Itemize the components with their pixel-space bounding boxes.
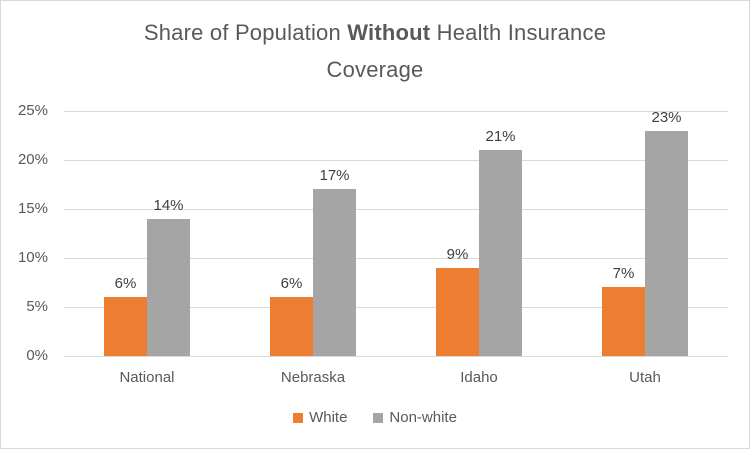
data-label-non-white-national: 14%: [153, 196, 184, 214]
data-label-white-national: 6%: [114, 275, 137, 293]
data-label-non-white-utah: 23%: [651, 108, 682, 126]
legend-label-white: White: [309, 409, 348, 426]
data-label-non-white-idaho: 21%: [485, 128, 516, 146]
y-tick-label-10-: 10%: [17, 249, 48, 266]
data-label-white-utah: 7%: [612, 265, 635, 283]
bar-non-white-national: [147, 218, 190, 356]
bar-non-white-utah: [645, 130, 688, 356]
y-tick-label-15-: 15%: [17, 200, 48, 217]
chart-title-line2: Coverage: [326, 57, 424, 82]
bar-white-idaho: [436, 267, 479, 356]
y-tick-label-0-: 0%: [26, 347, 48, 364]
chart-title-bold-word: Without: [347, 20, 431, 45]
data-label-white-idaho: 9%: [446, 245, 469, 263]
y-tick-label-5-: 5%: [26, 298, 48, 315]
bar-white-nebraska: [270, 297, 313, 356]
bar-white-utah: [602, 287, 645, 356]
legend-swatch-white: [293, 412, 304, 423]
data-label-white-nebraska: 6%: [280, 275, 303, 293]
bar-non-white-idaho: [479, 150, 522, 356]
gridline-5-: [64, 307, 728, 308]
chart-title-line1: Share of Population Without Health Insur…: [1, 14, 749, 51]
gridline-15-: [64, 209, 728, 210]
x-axis-line: [64, 356, 728, 357]
chart-title: Share of Population Without Health Insur…: [1, 14, 749, 88]
x-category-label-nebraska: Nebraska: [280, 369, 346, 386]
chart-title-suffix: Health Insurance: [430, 20, 607, 45]
legend: White Non-white: [1, 409, 749, 426]
bar-non-white-nebraska: [313, 189, 356, 356]
legend-item-non-white: Non-white: [373, 409, 457, 426]
gridline-10-: [64, 258, 728, 259]
legend-label-non-white: Non-white: [389, 409, 457, 426]
x-category-label-national: National: [119, 369, 175, 386]
bar-white-national: [104, 297, 147, 356]
y-tick-label-25-: 25%: [17, 102, 48, 119]
legend-swatch-non-white: [373, 412, 384, 423]
data-label-non-white-nebraska: 17%: [319, 167, 350, 185]
chart-title-prefix: Share of Population: [143, 20, 348, 45]
gridline-20-: [64, 160, 728, 161]
x-category-label-utah: Utah: [629, 369, 661, 386]
legend-item-white: White: [293, 409, 347, 426]
y-tick-label-20-: 20%: [17, 151, 48, 168]
gridline-25-: [64, 111, 728, 112]
x-category-label-idaho: Idaho: [460, 369, 498, 386]
